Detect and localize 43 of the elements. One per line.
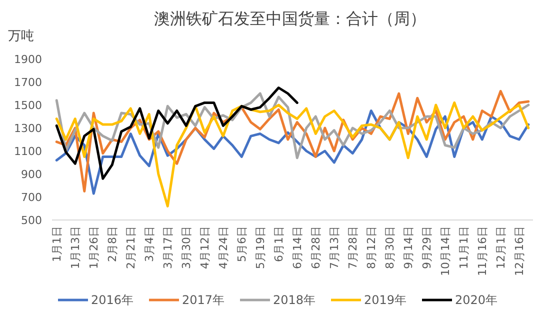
x-tick-label: 7月28日 [346,226,360,269]
x-tick-label: 10月14日 [439,226,452,276]
x-tick-label: 11月1日 [458,226,471,269]
x-tick-label: 11月16日 [476,226,490,276]
y-tick-label: 700 [21,191,42,204]
y-tick-label: 1900 [14,53,42,66]
x-tick-label: 2月21日 [124,226,138,269]
legend-label: 2018年 [273,293,316,307]
y-tick-label: 500 [21,214,42,227]
x-tick-label: 4月12日 [198,226,212,269]
x-tick-label: 7月13日 [328,226,342,269]
legend-label: 2017年 [182,293,225,307]
x-tick-label: 4月24日 [217,226,230,269]
y-tick-label: 1100 [14,145,42,158]
line-series [55,101,530,208]
y-tick-label: 1700 [14,76,42,89]
legend-label: 2020年 [455,293,498,307]
legend-label: 2016年 [91,293,134,307]
line-series [55,86,298,180]
legend-label: 2019年 [364,293,407,307]
x-tick-label: 8月30日 [384,226,397,269]
chart-title: 澳洲铁矿石发至中国货量：合计（周） [154,9,426,28]
x-tick-label: 3月4日 [143,226,156,262]
x-tick-label: 8月12日 [365,226,378,269]
x-tick-label: 5月19日 [254,226,268,269]
x-tick-label: 1月13日 [69,226,82,269]
x-tick-label: 6月28日 [310,226,323,269]
x-tick-label: 3月17日 [162,226,175,269]
x-tick-label: 12月1日 [494,226,508,269]
y-tick-label: 1300 [14,122,42,135]
x-tick-label: 1月26日 [88,226,101,269]
x-tick-label: 12月16日 [513,226,526,276]
y-axis-title: 万吨 [8,29,34,44]
x-tick-label: 3月30日 [180,226,194,269]
x-tick-label: 1月1日 [50,226,64,262]
x-tick-label: 6月1日 [272,226,286,262]
y-tick-label: 900 [21,168,42,181]
x-tick-label: 9月29日 [420,226,434,269]
x-tick-label: 5月6日 [236,226,249,262]
x-tick-label: 6月14日 [291,226,304,269]
x-tick-label: 9月14日 [402,226,416,269]
x-tick-label: 2月8日 [106,226,120,262]
y-tick-label: 1500 [14,99,42,112]
